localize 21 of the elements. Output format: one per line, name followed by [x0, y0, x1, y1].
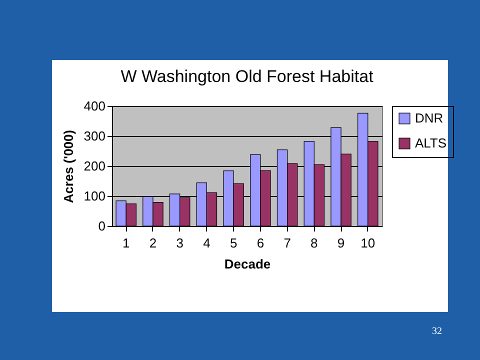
legend-label: ALTS: [415, 136, 447, 150]
x-axis-title: Decade: [224, 256, 271, 272]
y-tick-label: 0: [98, 218, 106, 234]
x-tick-label: 3: [176, 236, 184, 250]
y-axis-title: Acres ('000): [60, 130, 76, 204]
x-tick-label: 1: [122, 236, 130, 250]
legend-label: DNR: [415, 110, 444, 126]
x-tick-label: 2: [149, 236, 157, 250]
y-tick-label: 300: [84, 128, 106, 144]
x-tick-label: 7: [284, 236, 291, 250]
chart-title: W Washington Old Forest Habitat: [120, 67, 374, 86]
x-tick-label: 6: [256, 236, 264, 250]
x-tick-label: 8: [310, 236, 318, 250]
x-tick-label: 5: [230, 236, 238, 250]
text: 32: [432, 326, 442, 337]
y-tick-label: 100: [84, 188, 106, 204]
x-tick-label: 10: [360, 236, 376, 250]
x-tick-label: 9: [337, 236, 345, 250]
y-tick-label: 200: [84, 158, 106, 174]
x-tick-label: 4: [203, 236, 210, 250]
y-tick-label: 400: [84, 98, 106, 114]
